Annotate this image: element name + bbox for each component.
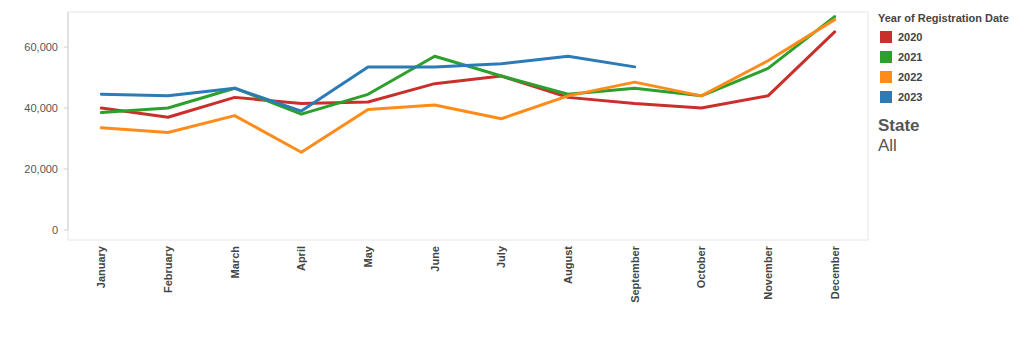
legend-swatch: [880, 71, 892, 83]
legend-swatch: [880, 51, 892, 63]
filter-label: State: [878, 116, 920, 135]
y-tick-label: 60,000: [24, 41, 58, 53]
legend-label: 2021: [898, 51, 922, 63]
chart-container: 0 20,000 40,000 60,000 January February March A…: [0, 0, 1024, 349]
y-axis-line: [68, 12, 69, 230]
y-tick-label: 40,000: [24, 102, 58, 114]
legend-swatch: [880, 31, 892, 43]
y-tick-label: 20,000: [24, 163, 58, 175]
legend-label: 2020: [898, 31, 922, 43]
y-tick: [64, 108, 68, 109]
series-line: [101, 20, 834, 153]
legend-title: Year of Registration Date: [878, 12, 1009, 24]
chart-svg: 0 20,000 40,000 60,000 January February March A…: [0, 0, 1024, 349]
x-tick-label: January: [95, 245, 107, 288]
plot-area: [101, 17, 834, 153]
x-tick-label: November: [762, 245, 774, 300]
series-line: [101, 17, 834, 115]
y-tick: [64, 169, 68, 170]
y-tick: [64, 230, 68, 231]
y-tick-label: 0: [52, 224, 58, 236]
x-tick-label: March: [229, 246, 241, 279]
series-line: [101, 32, 834, 117]
y-tick: [64, 47, 68, 48]
x-tick-label: June: [429, 246, 441, 272]
filter-value: All: [878, 136, 897, 155]
x-tick-label: September: [629, 245, 641, 303]
x-tick-label: August: [562, 246, 574, 284]
plot-frame: [68, 12, 868, 240]
x-tick-label: May: [362, 245, 374, 267]
legend-label: 2022: [898, 71, 922, 83]
legend-swatch: [880, 91, 892, 103]
x-tick-label: October: [695, 245, 707, 288]
x-tick-label: February: [162, 245, 174, 293]
x-tick-label: December: [829, 245, 841, 299]
x-tick-label: July: [495, 245, 507, 268]
series-line: [101, 56, 634, 111]
legend-label: 2023: [898, 91, 922, 103]
x-tick-label: April: [295, 246, 307, 271]
